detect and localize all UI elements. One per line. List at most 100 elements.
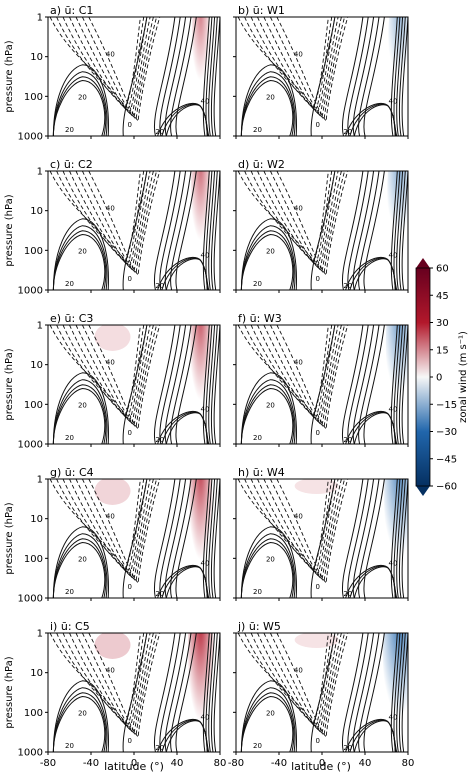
- contour-label: 20: [65, 434, 74, 442]
- solid-contour: [363, 17, 398, 136]
- solid-contour: [175, 171, 210, 290]
- contour-label: 20: [266, 401, 275, 409]
- solid-contour: [341, 17, 408, 136]
- contour-label: 0: [315, 275, 319, 283]
- solid-contour: [164, 171, 216, 290]
- solid-contour: [175, 633, 210, 752]
- dashed-contour: [263, 171, 342, 273]
- solid-contour: [153, 171, 220, 290]
- secondary-anomaly: [294, 633, 339, 648]
- dashed-contour: [81, 17, 158, 121]
- panel-e: 40 20 0 20 20 40 e) ū: C3 1 10 100 1000 pressure (h…: [4, 312, 221, 451]
- dashed-contour: [263, 325, 342, 427]
- y-tick-label: 1000: [18, 748, 43, 759]
- x-tick-label: 0: [131, 758, 137, 769]
- solid-contour: [165, 104, 208, 136]
- contour-label: 20: [65, 742, 74, 750]
- contour-label: 20: [343, 282, 352, 290]
- colorbar-tick-label: −45: [436, 454, 457, 465]
- contour-label: 40: [106, 667, 115, 675]
- dashed-contour: [75, 171, 154, 273]
- solid-contour: [353, 104, 396, 136]
- dashed-contour: [263, 17, 342, 119]
- colorbar-label: zonal wind (m s⁻¹): [458, 331, 469, 423]
- y-tick-label: 100: [24, 400, 43, 411]
- solid-contour: [363, 479, 398, 598]
- solid-contour: [52, 64, 109, 136]
- x-tick-label: -40: [271, 758, 287, 769]
- contour-label: 20: [253, 126, 262, 134]
- colorbar: 60 45 30 15 0 −15 −30 −45 −60 zonal wind (m s⁻¹): [415, 258, 469, 496]
- solid-contour: [165, 258, 208, 290]
- dashed-contour: [75, 633, 154, 735]
- contour-label: 20: [266, 93, 275, 101]
- solid-contour: [240, 384, 295, 444]
- panel-b: 40 20 0 20 20 40 b) ū: W1: [233, 4, 409, 139]
- contour-label: 40: [388, 97, 397, 105]
- solid-contour: [52, 71, 108, 136]
- panel-field: 40 20 0 20 20 40: [237, 633, 408, 752]
- solid-contour: [52, 533, 108, 598]
- solid-contour: [52, 526, 109, 598]
- solid-contour: [175, 325, 210, 444]
- contour-label: 20: [65, 280, 74, 288]
- solid-contour: [240, 372, 297, 444]
- solid-contour: [240, 695, 294, 752]
- contour-label: 20: [155, 282, 164, 290]
- solid-contour: [52, 230, 107, 290]
- contour-label: 0: [127, 737, 131, 745]
- solid-contour: [122, 479, 148, 598]
- solid-contour: [352, 171, 404, 290]
- solid-contour: [153, 479, 220, 598]
- panel-field: 40 20 0 20 20 40: [237, 171, 408, 290]
- solid-contour: [240, 387, 294, 444]
- contour-label: 40: [106, 205, 115, 213]
- y-tick-label: 1000: [18, 440, 43, 451]
- colorbar-tick-label: 60: [436, 264, 449, 275]
- solid-contour: [161, 103, 209, 136]
- y-axis-label: pressure (hPa): [4, 656, 15, 728]
- contour-label: 40: [200, 251, 209, 259]
- contour-label: 40: [388, 559, 397, 567]
- anomaly-shading: [388, 17, 408, 85]
- y-tick-label: 100: [24, 92, 43, 103]
- solid-contour: [341, 633, 408, 752]
- dashed-contour: [237, 171, 329, 262]
- dashed-contour: [88, 171, 161, 277]
- dashed-contour: [75, 479, 154, 581]
- solid-contour: [52, 76, 107, 136]
- panel-title: h) ū: W4: [238, 466, 285, 479]
- y-tick-label: 1: [37, 13, 43, 24]
- solid-contour: [363, 633, 398, 752]
- contour-label: 20: [266, 555, 275, 563]
- panel-field: 40 20 0 20 20 40: [237, 325, 408, 444]
- contour-label: 20: [155, 590, 164, 598]
- anomaly-shading: [384, 479, 408, 571]
- colorbar-top-extend: [416, 258, 430, 268]
- x-tick-label: -40: [83, 758, 99, 769]
- solid-contour: [240, 533, 296, 598]
- y-tick-label: 10: [30, 206, 43, 217]
- solid-contour: [352, 325, 404, 444]
- dashed-contour: [88, 479, 161, 585]
- contour-label: 0: [127, 275, 131, 283]
- solid-contour: [349, 565, 397, 598]
- y-tick-label: 100: [24, 246, 43, 257]
- solid-contour: [240, 541, 294, 598]
- colorbar-gradient: [416, 268, 430, 486]
- panel-title: g) ū: C4: [50, 466, 94, 479]
- secondary-anomaly: [94, 479, 131, 505]
- y-tick-label: 10: [30, 514, 43, 525]
- contour-label: 20: [343, 744, 352, 752]
- anomaly-shading: [382, 633, 408, 732]
- y-axis-label: pressure (hPa): [4, 194, 15, 266]
- dashed-contour: [269, 479, 346, 583]
- contour-label: 20: [65, 588, 74, 596]
- y-tick-label: 1000: [18, 132, 43, 143]
- solid-contour: [153, 17, 220, 136]
- solid-contour: [153, 325, 220, 444]
- solid-contour: [164, 17, 216, 136]
- dashed-contour: [276, 17, 349, 123]
- colorbar-tick-label: 45: [436, 291, 449, 302]
- panel-c: 40 20 0 20 20 40 c) ū: C2 1 10 100 1000 pressure (h…: [4, 158, 221, 297]
